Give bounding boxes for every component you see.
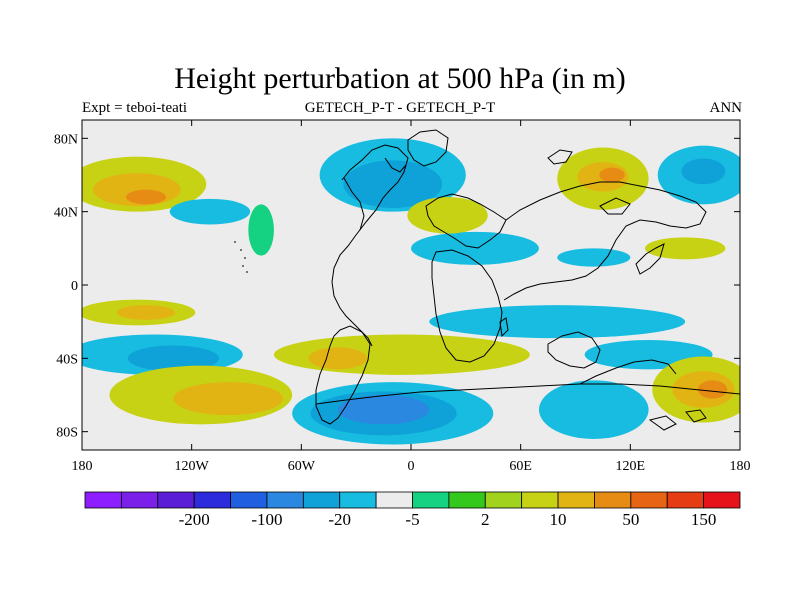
season-label: ANN [709,100,743,116]
anomaly-region [125,189,167,205]
coastline-antarctic-peninsula [579,359,677,385]
colorbar-swatch [666,491,705,509]
coastline-asia [503,181,707,301]
colorbar-swatch [157,491,195,509]
colorbar-label: -200 [179,510,210,529]
anomaly-region [538,380,649,439]
coastline-arctic-islands [547,149,631,215]
anomaly-fields [82,138,740,445]
colorbar-swatch [484,491,523,509]
anomaly-region [248,204,274,256]
y-tick-label: 80S [56,426,78,441]
y-tick-label: 40S [56,352,78,367]
x-tick-label: 60E [509,459,532,474]
colorbar-label: -20 [328,510,351,529]
coastline-alaska [343,177,365,231]
colorbar-swatch [375,491,413,509]
anomaly-region [429,305,686,339]
anomaly-region [169,198,251,225]
coastline-north-america [331,144,409,323]
colorbar-swatch [84,491,122,509]
colorbar-swatch [448,491,486,509]
colorbar-swatch [302,491,341,509]
anomaly-region [127,345,220,372]
dataset-label: GETECH_P-T - GETECH_P-T [304,100,496,116]
colorbar-label: 2 [481,510,490,529]
y-tick-label: 40N [54,206,78,221]
colorbar-swatch [557,491,595,509]
colorbar-swatch [594,491,632,509]
x-tick-label: 180 [72,459,93,474]
y-tick-label: 0 [71,279,78,294]
colorbar-swatch [412,491,450,509]
coastline-central-america [351,321,373,347]
colorbar-label: -5 [405,510,419,529]
colorbar: -200 -100 -20 -5 2 10 50 150 [84,491,741,529]
coastline-madagascar [499,317,509,338]
coastline-antarctica [315,383,740,405]
x-tick-label: 120W [175,459,210,474]
anomaly-region [411,231,539,265]
anomaly-region [343,160,443,209]
coastline-australia [547,331,601,369]
anomaly-region [116,305,176,320]
coastline-africa [431,249,503,363]
y-tick-label: 80N [54,132,78,147]
coastline-hudson-bay [384,157,407,173]
coastline-southern-islands [648,409,707,431]
coastline-pacific-islands [234,241,248,273]
anomaly-region [681,158,726,185]
colorbar-swatch [230,491,268,509]
anomaly-region [173,382,284,416]
anomaly-region [407,197,488,234]
coastline-europe [425,193,507,249]
coastline-greenland [407,129,449,167]
coastline-south-america [315,325,371,425]
colorbar-label: 50 [622,510,639,529]
plot-title: Height perturbation at 500 hPa (in m) [174,62,626,95]
colorbar-swatch [630,491,668,509]
x-tick-label: 0 [408,459,415,474]
colorbar-swatch [120,491,159,509]
colorbar-swatch [266,491,304,509]
experiment-label: Expt = teboi-teati [82,100,188,116]
anomaly-region [697,380,728,399]
anomaly-region [337,395,430,425]
colorbar-swatch [703,491,741,509]
colorbar-swatch [521,491,559,509]
x-tick-label: 120E [616,459,646,474]
colorbar-swatch [193,491,231,509]
anomaly-region [557,248,631,267]
colorbar-label: 10 [550,510,567,529]
colorbar-swatch [339,491,377,509]
anomaly-region [599,167,625,183]
coastline-japan [635,243,665,275]
anomaly-region [644,237,726,260]
coastlines [234,129,740,431]
colorbar-label: 150 [691,510,717,529]
anomaly-region [308,347,368,370]
x-tick-label: 180 [730,459,751,474]
axis-ticks: 180 120W 60W 0 60E 120E 180 80N 40N 0 40S 80S [54,120,751,474]
colorbar-label: -100 [251,510,282,529]
x-tick-label: 60W [288,459,316,474]
